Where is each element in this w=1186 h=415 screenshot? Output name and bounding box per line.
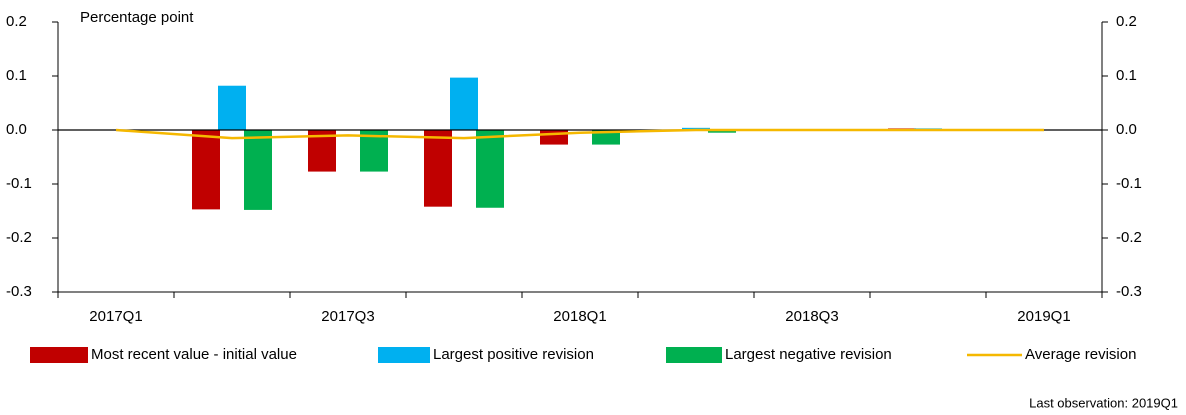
line xyxy=(115,128,1044,140)
axis-label: Percentage point xyxy=(80,9,194,26)
bar xyxy=(192,130,220,210)
y2-tick-label: 0.2 xyxy=(1116,13,1137,30)
y-tick-label: 0.0 xyxy=(6,121,27,138)
y2-tick-label: -0.2 xyxy=(1116,229,1142,246)
y-tick-label: 0.2 xyxy=(6,13,27,30)
bar xyxy=(708,130,736,133)
x-tick-label: 2019Q1 xyxy=(1017,308,1070,325)
bar xyxy=(450,77,478,130)
legend-swatch xyxy=(378,347,430,363)
y2-tick-label: 0.1 xyxy=(1116,67,1137,84)
y-tick-label: -0.2 xyxy=(6,229,32,246)
note: Last observation: 2019Q1 xyxy=(1029,395,1178,410)
y-tick-label: -0.1 xyxy=(6,175,32,192)
y2-tick-label: 0.0 xyxy=(1116,121,1137,138)
legend-label: Most recent value - initial value xyxy=(91,346,297,363)
x-tick-label: 2018Q1 xyxy=(553,308,606,325)
y2-tick-label: -0.3 xyxy=(1116,283,1142,300)
x-tick-label: 2017Q1 xyxy=(89,308,142,325)
legend-swatch xyxy=(30,347,88,363)
bar xyxy=(476,130,504,208)
bar xyxy=(244,130,272,210)
legend-swatch xyxy=(666,347,722,363)
bar xyxy=(540,130,568,145)
legend-label: Largest negative revision xyxy=(725,346,892,363)
bar xyxy=(218,85,246,130)
x-tick-label: 2018Q3 xyxy=(785,308,838,325)
bar xyxy=(592,130,620,145)
legend-label: Largest positive revision xyxy=(433,346,594,363)
y-tick-label: -0.3 xyxy=(6,283,32,300)
legend-label: Average revision xyxy=(1025,346,1136,363)
y2-tick-label: -0.1 xyxy=(1116,175,1142,192)
x-tick-label: 2017Q3 xyxy=(321,308,374,325)
bar xyxy=(424,130,452,207)
y-tick-label: 0.1 xyxy=(6,67,27,84)
